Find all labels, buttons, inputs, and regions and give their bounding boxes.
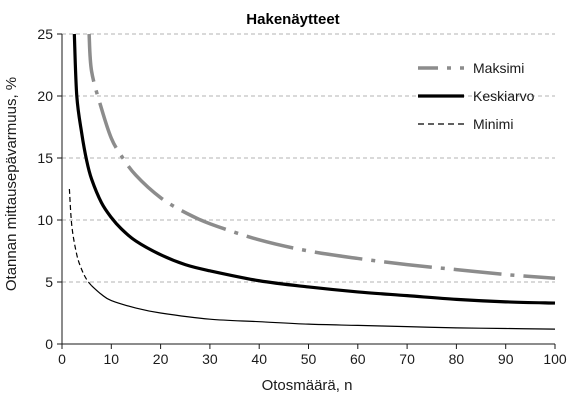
y-tick-label: 25 bbox=[37, 26, 53, 42]
legend-label-minimi: Minimi bbox=[473, 116, 513, 132]
y-tick-label: 15 bbox=[37, 150, 53, 166]
x-tick-label: 30 bbox=[202, 351, 218, 367]
y-tick-label: 20 bbox=[37, 88, 53, 104]
y-tick-label: 5 bbox=[45, 274, 53, 290]
y-tick-labels: 0 5 10 15 20 25 bbox=[37, 26, 53, 352]
series-line-minimi bbox=[91, 285, 556, 330]
x-tick-labels: 0 10 20 30 40 50 60 70 80 90 100 bbox=[58, 351, 567, 367]
series-line-keskiarvo bbox=[72, 33, 556, 305]
x-tick-label: 80 bbox=[449, 351, 465, 367]
legend-label-maksimi: Maksimi bbox=[473, 60, 524, 76]
x-tick-label: 100 bbox=[543, 351, 567, 367]
x-tick-label: 60 bbox=[350, 351, 366, 367]
y-tick-label: 10 bbox=[37, 212, 53, 228]
y-tick-label: 0 bbox=[45, 336, 53, 352]
legend: Maksimi Keskiarvo Minimi bbox=[418, 60, 535, 132]
x-tick-label: 50 bbox=[301, 351, 317, 367]
y-axis-title: Otannan mittausepävarmuus, % bbox=[3, 77, 20, 291]
x-axis-title: Otosmäärä, n bbox=[262, 377, 353, 394]
x-tick-label: 10 bbox=[104, 351, 120, 367]
x-tick-label: 40 bbox=[251, 351, 267, 367]
series-line-maksimi bbox=[87, 33, 556, 281]
series-layer bbox=[68, 33, 556, 330]
axes bbox=[57, 33, 556, 349]
x-tick-label: 0 bbox=[58, 351, 66, 367]
grid bbox=[62, 33, 555, 283]
x-tick-label: 20 bbox=[153, 351, 169, 367]
x-tick-label: 90 bbox=[498, 351, 514, 367]
chart-title: Hakenäytteet bbox=[246, 11, 339, 28]
legend-label-keskiarvo: Keskiarvo bbox=[473, 88, 535, 104]
series-line-minimi-dashed-part bbox=[68, 188, 93, 287]
x-tick-label: 70 bbox=[399, 351, 415, 367]
